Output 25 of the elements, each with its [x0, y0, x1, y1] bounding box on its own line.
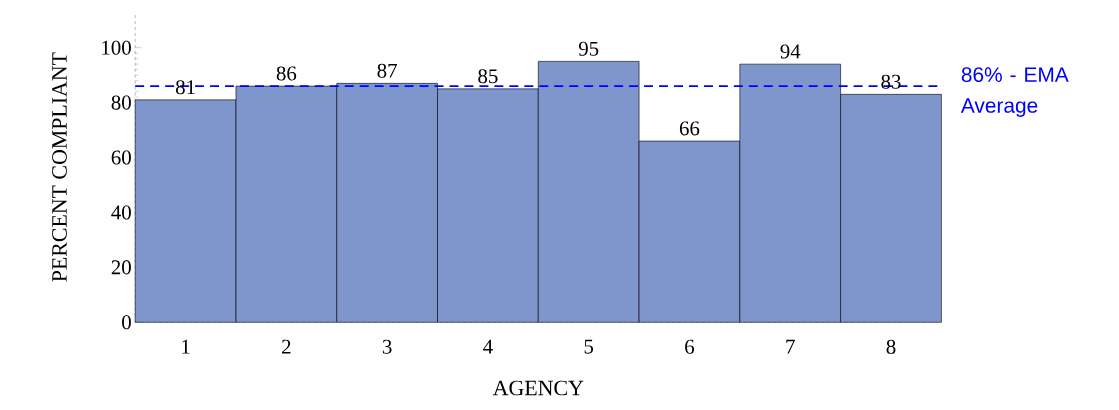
data-label: 66 — [679, 121, 700, 136]
data-label: 81 — [175, 80, 195, 95]
data-label: 85 — [478, 69, 498, 84]
x-tick-label: 4 — [483, 339, 493, 354]
x-tick-label: 8 — [886, 339, 896, 354]
data-label: 83 — [881, 74, 901, 89]
ref-line-label: 86% - EMA Average — [960, 67, 1069, 117]
data-label: 94 — [780, 44, 801, 59]
x-tick-label: 3 — [382, 339, 392, 354]
x-axis-title: AGENCY — [492, 380, 584, 396]
x-tick-label: 1 — [182, 339, 190, 354]
y-tick-label: 100 — [102, 40, 131, 55]
x-tick-label: 5 — [584, 339, 594, 354]
y-axis-title: PERCENT COMPLIANT — [52, 52, 67, 282]
data-label: 95 — [578, 41, 599, 56]
data-label: 86 — [276, 66, 297, 81]
x-tick-label: 2 — [282, 339, 291, 354]
x-tick-label: 6 — [685, 339, 695, 354]
y-tick-label: 60 — [111, 150, 131, 165]
y-tick-label: 80 — [111, 95, 131, 110]
y-tick-label: 20 — [111, 260, 131, 275]
x-tick-label: 7 — [786, 339, 795, 354]
y-tick-label: 0 — [122, 315, 131, 330]
data-label: 87 — [377, 63, 397, 78]
y-tick-label: 40 — [111, 205, 131, 220]
